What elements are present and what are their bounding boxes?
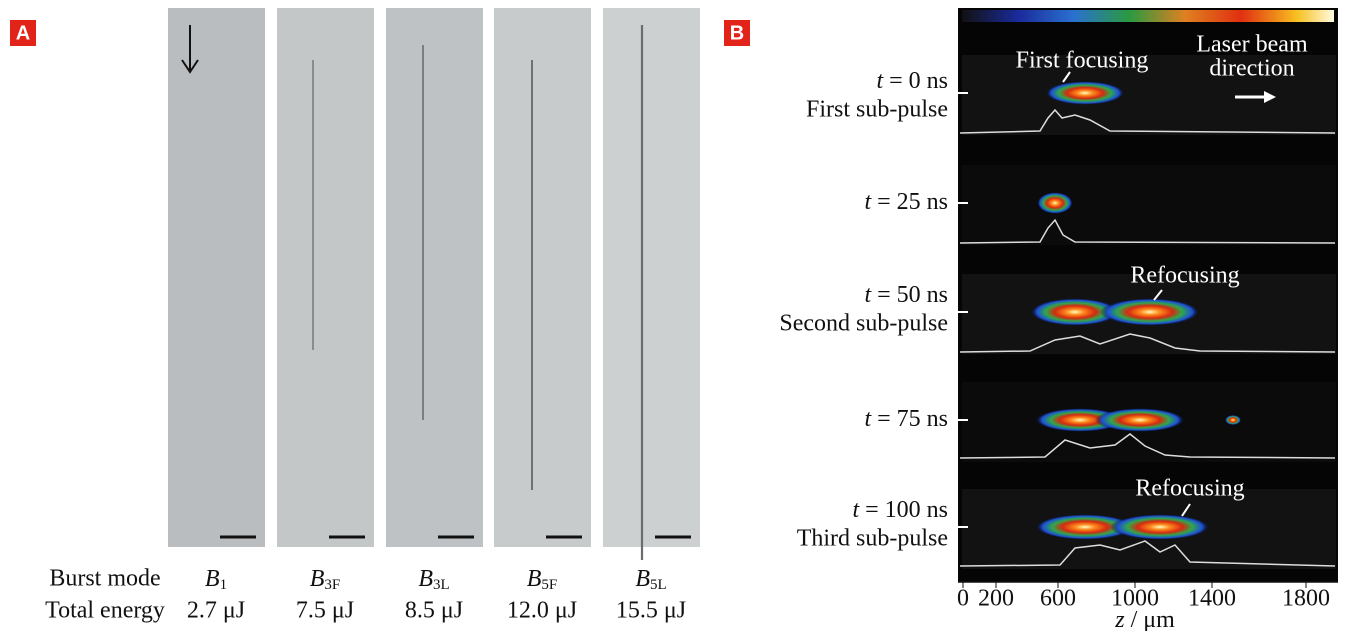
tick-label: 0 [957, 586, 969, 612]
pulse-label: Third sub-pulse [797, 526, 948, 552]
image-strip [386, 8, 483, 547]
time-label: t = 100 ns [852, 497, 948, 523]
time-value: = 25 ns [877, 189, 948, 215]
time-var: t [864, 282, 872, 308]
heat-blob [1030, 298, 1120, 326]
burst-mode: B5L [635, 566, 666, 594]
time-label: t = 75 ns [864, 406, 948, 432]
panel-label-box [724, 20, 750, 46]
time-value: = 50 ns [877, 282, 948, 308]
energy: 7.5 μJ [296, 598, 354, 624]
profile [959, 218, 1336, 244]
burst-mode: B1 [205, 566, 227, 594]
energy: 12.0 μJ [507, 598, 577, 624]
heat-blob [1100, 298, 1200, 326]
image-strips [168, 8, 700, 560]
image-strip [494, 8, 591, 547]
time-label: t = 25 ns [864, 189, 948, 215]
tick-label: 200 [978, 586, 1014, 612]
time-value: = 100 ns [865, 497, 948, 523]
pulse-label: First sub-pulse [806, 97, 948, 123]
time-var: t [864, 189, 872, 215]
time-label: t = 0 ns [876, 68, 948, 94]
tick-label: 1800 [1282, 586, 1330, 612]
burst-mode: B3F [310, 566, 341, 594]
image-strip [277, 8, 374, 547]
energy: 8.5 μJ [405, 598, 463, 624]
time-value: = 75 ns [877, 406, 948, 432]
mode-base: B [205, 566, 220, 592]
pulse-label: Second sub-pulse [779, 311, 948, 337]
time-value: = 0 ns [889, 68, 948, 94]
profile [959, 540, 1336, 567]
arrow-head [181, 59, 199, 74]
colorbar [962, 10, 1334, 22]
image-strip [168, 8, 265, 547]
time-var: t [852, 497, 860, 523]
x-axis: 0 200 600 1000 1400 1800 [957, 581, 1338, 612]
annotation: First focusing [1016, 48, 1149, 74]
heat-blob [1095, 408, 1185, 432]
heat-blob [1037, 192, 1073, 214]
energy: 2.7 μJ [187, 598, 245, 624]
tick-label: 1000 [1111, 586, 1159, 612]
row-band [962, 55, 1336, 135]
heat-blob [1110, 514, 1210, 540]
pointer [1062, 71, 1071, 83]
pointer [1153, 289, 1163, 301]
tick-label: 1400 [1188, 586, 1236, 612]
panel-label: A [16, 22, 30, 44]
beam-arrow-head [1264, 91, 1276, 103]
profile [959, 108, 1336, 134]
mode-sub: 3L [433, 577, 450, 593]
x-axis-label: z / μm [1114, 607, 1175, 631]
axis-var: z [1114, 607, 1125, 631]
row-label: Total energy [45, 598, 165, 624]
tick-label: 600 [1040, 586, 1076, 612]
burst-mode: B5F [527, 566, 558, 594]
mode-base: B [527, 566, 542, 592]
profile [959, 333, 1336, 353]
heat-blob [1225, 415, 1241, 425]
burst-mode: B3L [418, 566, 449, 594]
profile [959, 433, 1336, 459]
time-var: t [864, 406, 872, 432]
heat-blob [1045, 81, 1125, 105]
mode-base: B [418, 566, 433, 592]
time-var: t [876, 68, 884, 94]
panel-label: B [730, 22, 744, 44]
axis-unit: / μm [1131, 607, 1176, 631]
mode-sub: 5L [650, 577, 667, 593]
time-label: t = 50 ns [864, 282, 948, 308]
annotation: direction [1209, 56, 1294, 82]
row-band [962, 165, 1336, 245]
pointer [1181, 503, 1191, 517]
annotation: Refocusing [1130, 263, 1239, 289]
image-strip [603, 8, 700, 547]
row-label: Burst mode [49, 566, 160, 592]
mode-sub: 3F [324, 577, 340, 593]
annotation: Refocusing [1135, 476, 1244, 502]
mode-sub: 1 [220, 577, 228, 593]
mode-base: B [635, 566, 650, 592]
heat-blob [1035, 514, 1135, 540]
annotation: Laser beam [1196, 32, 1308, 58]
mode-base: B [310, 566, 325, 592]
rows [958, 55, 1336, 569]
energy: 15.5 μJ [616, 598, 686, 624]
mode-sub: 5F [541, 577, 557, 593]
panel-label-box [10, 20, 36, 46]
